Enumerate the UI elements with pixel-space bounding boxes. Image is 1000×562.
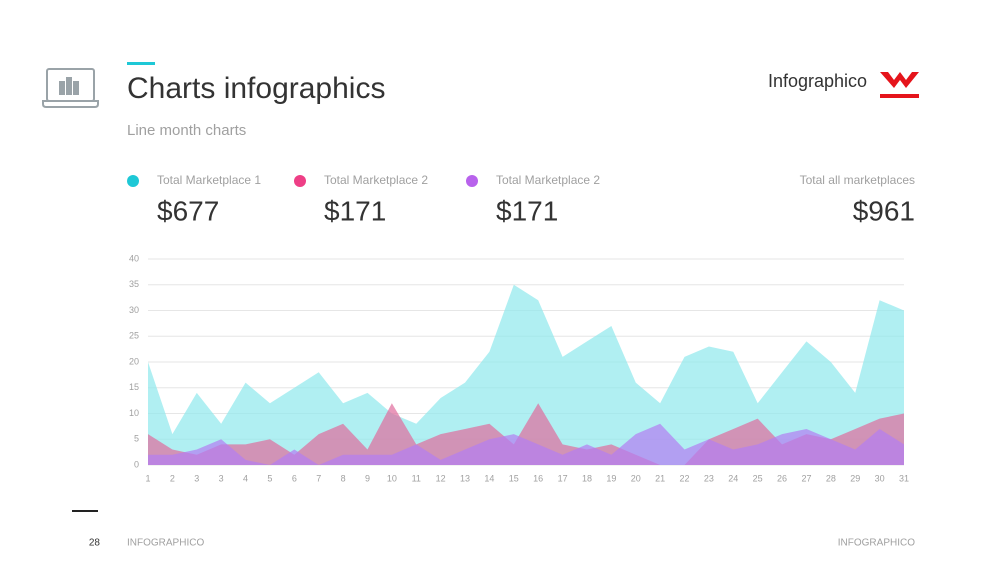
- x-tick-label: 5: [267, 473, 272, 483]
- legend-dot: [294, 175, 306, 187]
- x-tick-label: 11: [412, 473, 421, 483]
- footer-rule: [72, 510, 98, 512]
- summary-label: Total Marketplace 1: [157, 173, 261, 187]
- x-tick-label: 2: [170, 473, 175, 483]
- y-tick-label: 30: [129, 305, 139, 315]
- y-tick-label: 10: [129, 408, 139, 418]
- x-tick-label: 16: [533, 473, 543, 483]
- x-tick-label: 17: [558, 473, 568, 483]
- x-tick-label: 28: [826, 473, 836, 483]
- y-tick-label: 40: [129, 253, 139, 263]
- footer-left: INFOGRAPHICO: [127, 538, 204, 549]
- x-tick-label: 14: [484, 473, 494, 483]
- y-tick-label: 25: [129, 331, 139, 341]
- summary-value: $171: [496, 195, 558, 226]
- summary-value: $677: [157, 195, 219, 226]
- x-tick-label: 25: [753, 473, 763, 483]
- x-tick-label: 6: [292, 473, 297, 483]
- title-accent: [127, 62, 155, 65]
- x-tick-label: 9: [365, 473, 370, 483]
- x-tick-label: 10: [387, 473, 397, 483]
- total-label: Total all marketplaces: [800, 173, 915, 187]
- y-tick-label: 20: [129, 356, 139, 366]
- area: [148, 423, 904, 465]
- x-tick-label: 23: [704, 473, 714, 483]
- x-tick-label: 20: [631, 473, 641, 483]
- x-tick-label: 4: [243, 473, 248, 483]
- x-tick-label: 8: [341, 473, 346, 483]
- x-tick-label: 15: [509, 473, 519, 483]
- x-tick-label: 30: [875, 473, 885, 483]
- y-tick-label: 35: [129, 279, 139, 289]
- x-tick-label: 22: [680, 473, 690, 483]
- page-number: 28: [89, 538, 101, 549]
- laptop-icon: [42, 68, 99, 108]
- legend-dot: [466, 175, 478, 187]
- area: [148, 284, 904, 465]
- y-tick-label: 5: [134, 434, 139, 444]
- x-tick-label: 1: [145, 473, 150, 483]
- summary-label: Total Marketplace 2: [496, 173, 600, 187]
- x-tick-label: 27: [801, 473, 811, 483]
- laptop-bars: [59, 77, 79, 95]
- summary-label: Total Marketplace 2: [324, 173, 428, 187]
- x-tick-label: 24: [728, 473, 738, 483]
- y-tick-label: 0: [134, 459, 139, 469]
- brand-logo: [880, 72, 919, 98]
- x-tick-label: 21: [655, 473, 665, 483]
- total-value: $961: [853, 195, 915, 226]
- title: Charts infographics: [127, 72, 385, 105]
- x-tick-label: 18: [582, 473, 592, 483]
- subtitle: Line month charts: [127, 122, 246, 139]
- x-tick-label: 3: [194, 473, 199, 483]
- x-tick-label: 3: [219, 473, 224, 483]
- x-tick-label: 31: [899, 473, 909, 483]
- summary-value: $171: [324, 195, 386, 226]
- y-tick-label: 15: [129, 382, 139, 392]
- brand: Infographico: [768, 71, 867, 91]
- footer-right: INFOGRAPHICO: [838, 538, 915, 549]
- x-tick-label: 13: [460, 473, 470, 483]
- x-tick-label: 29: [850, 473, 860, 483]
- x-tick-label: 12: [436, 473, 446, 483]
- x-tick-label: 19: [606, 473, 616, 483]
- x-tick-label: 7: [316, 473, 321, 483]
- legend-dot: [127, 175, 139, 187]
- x-tick-label: 26: [777, 473, 787, 483]
